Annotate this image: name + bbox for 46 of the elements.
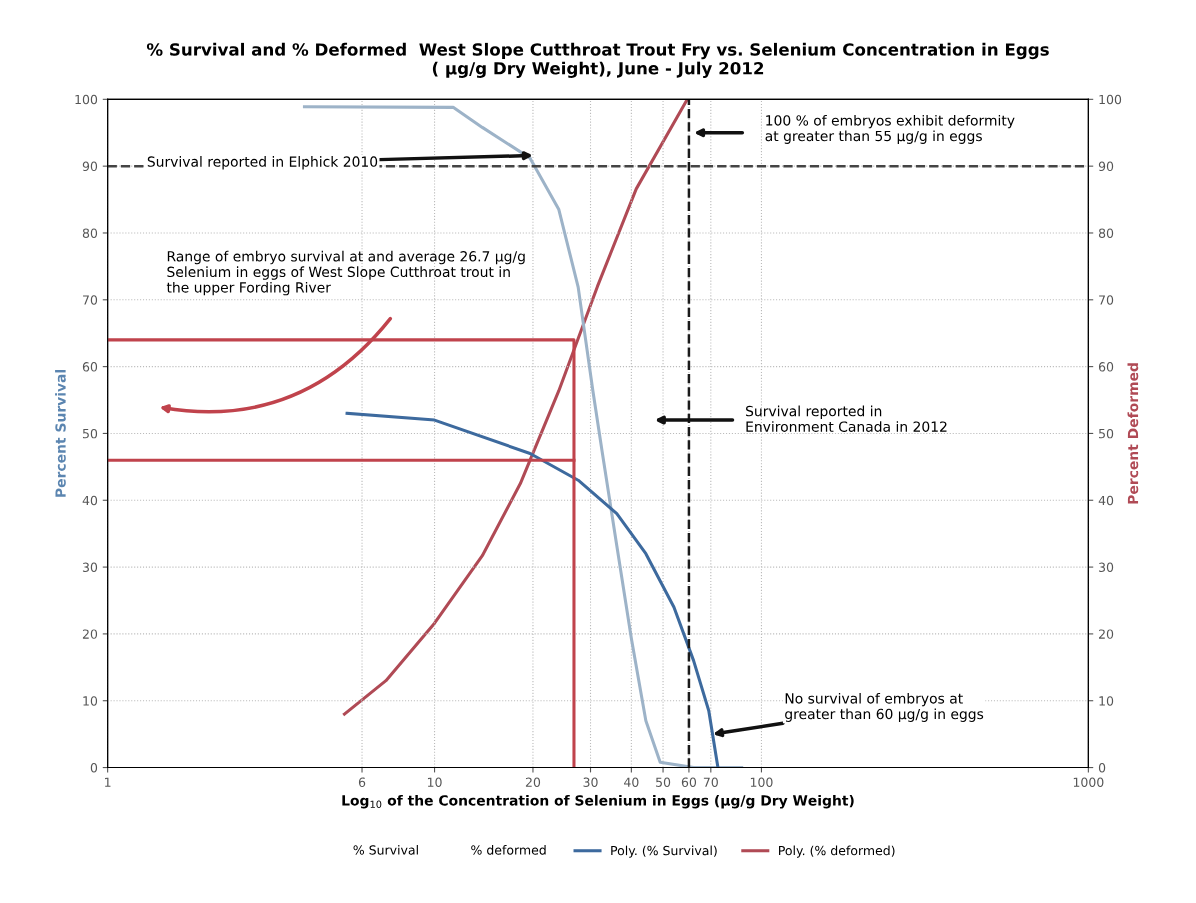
x-tick-label: 1000 <box>1073 777 1104 787</box>
y-tick-label: 60 <box>82 362 98 372</box>
y2-tick-label: 20 <box>1099 629 1114 639</box>
x-tick-label: 30 <box>583 777 598 787</box>
annotation: Range of embryo survival at and average 26.7 µg/g Selenium in eggs of West Slope Cutthroat trout in the upper Fording River <box>166 250 525 296</box>
y2-tick-label: 70 <box>1099 295 1114 305</box>
annotation: Survival reported in Elphick 2010 <box>147 156 378 170</box>
legend-label: Poly. (% deformed) <box>779 845 895 858</box>
legend-label: Poly. (% Survival) <box>611 845 717 858</box>
x-tick-label: 40 <box>624 777 639 787</box>
annotation: No survival of embryos at greater than 60 µg/g in eggs <box>785 692 984 722</box>
annotation: Survival reported in Environment Canada in 2012 <box>746 405 947 432</box>
y-tick-label: 90 <box>82 161 98 172</box>
y2-tick-label: 90 <box>1098 161 1114 172</box>
y-tick-label: 80 <box>82 228 98 238</box>
text: % deformed <box>471 845 546 855</box>
y-axis-title: Percent Survival <box>55 370 66 497</box>
x-tick-label: 50 <box>656 777 671 787</box>
y-tick-label: 20 <box>82 629 98 639</box>
y-tick-label: 10 <box>83 696 98 706</box>
x-tick-label: 10 <box>427 777 442 787</box>
y2-tick-label: 30 <box>1099 562 1114 573</box>
y2-axis-title: Percent Deformed <box>1127 363 1139 504</box>
text: % Survival <box>353 845 418 855</box>
chart-title: % Survival and % Deformed West Slope Cutthroat Trout Fry vs. Selenium Concentration in Eggs ( µg/g Dry Weight), June - July 2012 <box>146 42 1049 78</box>
y2-tick-label: 10 <box>1099 696 1114 706</box>
y2-tick-label: 100 <box>1099 94 1122 105</box>
x-tick-label: 70 <box>703 777 718 787</box>
y-tick-label: 100 <box>75 94 98 105</box>
x-tick-label: 60 <box>681 777 697 787</box>
y2-tick-label: 80 <box>1098 228 1114 238</box>
y-tick-label: 40 <box>82 495 98 506</box>
x-axis-title: Log$_{10}$ of the Concentration of Selenium in Eggs (µg/g Dry Weight) <box>342 794 854 809</box>
y2-tick-label: 40 <box>1098 495 1114 506</box>
x-tick-label: 1 <box>105 777 111 787</box>
x-tick-label: 20 <box>525 777 541 787</box>
x-tick-label: 100 <box>750 777 773 787</box>
y2-tick-label: 50 <box>1099 428 1114 439</box>
annotation: 100 % of embryos exhibit deformity at greater than 55 µg/g in eggs <box>765 114 1015 144</box>
y-tick-label: 50 <box>82 428 98 439</box>
y2-tick-label: 60 <box>1098 362 1114 372</box>
y-tick-label: 0 <box>90 763 98 773</box>
y-tick-label: 30 <box>82 562 98 573</box>
y-tick-label: 70 <box>83 295 98 305</box>
x-tick-label: 6 <box>358 777 366 787</box>
y2-tick-label: 0 <box>1098 763 1106 773</box>
